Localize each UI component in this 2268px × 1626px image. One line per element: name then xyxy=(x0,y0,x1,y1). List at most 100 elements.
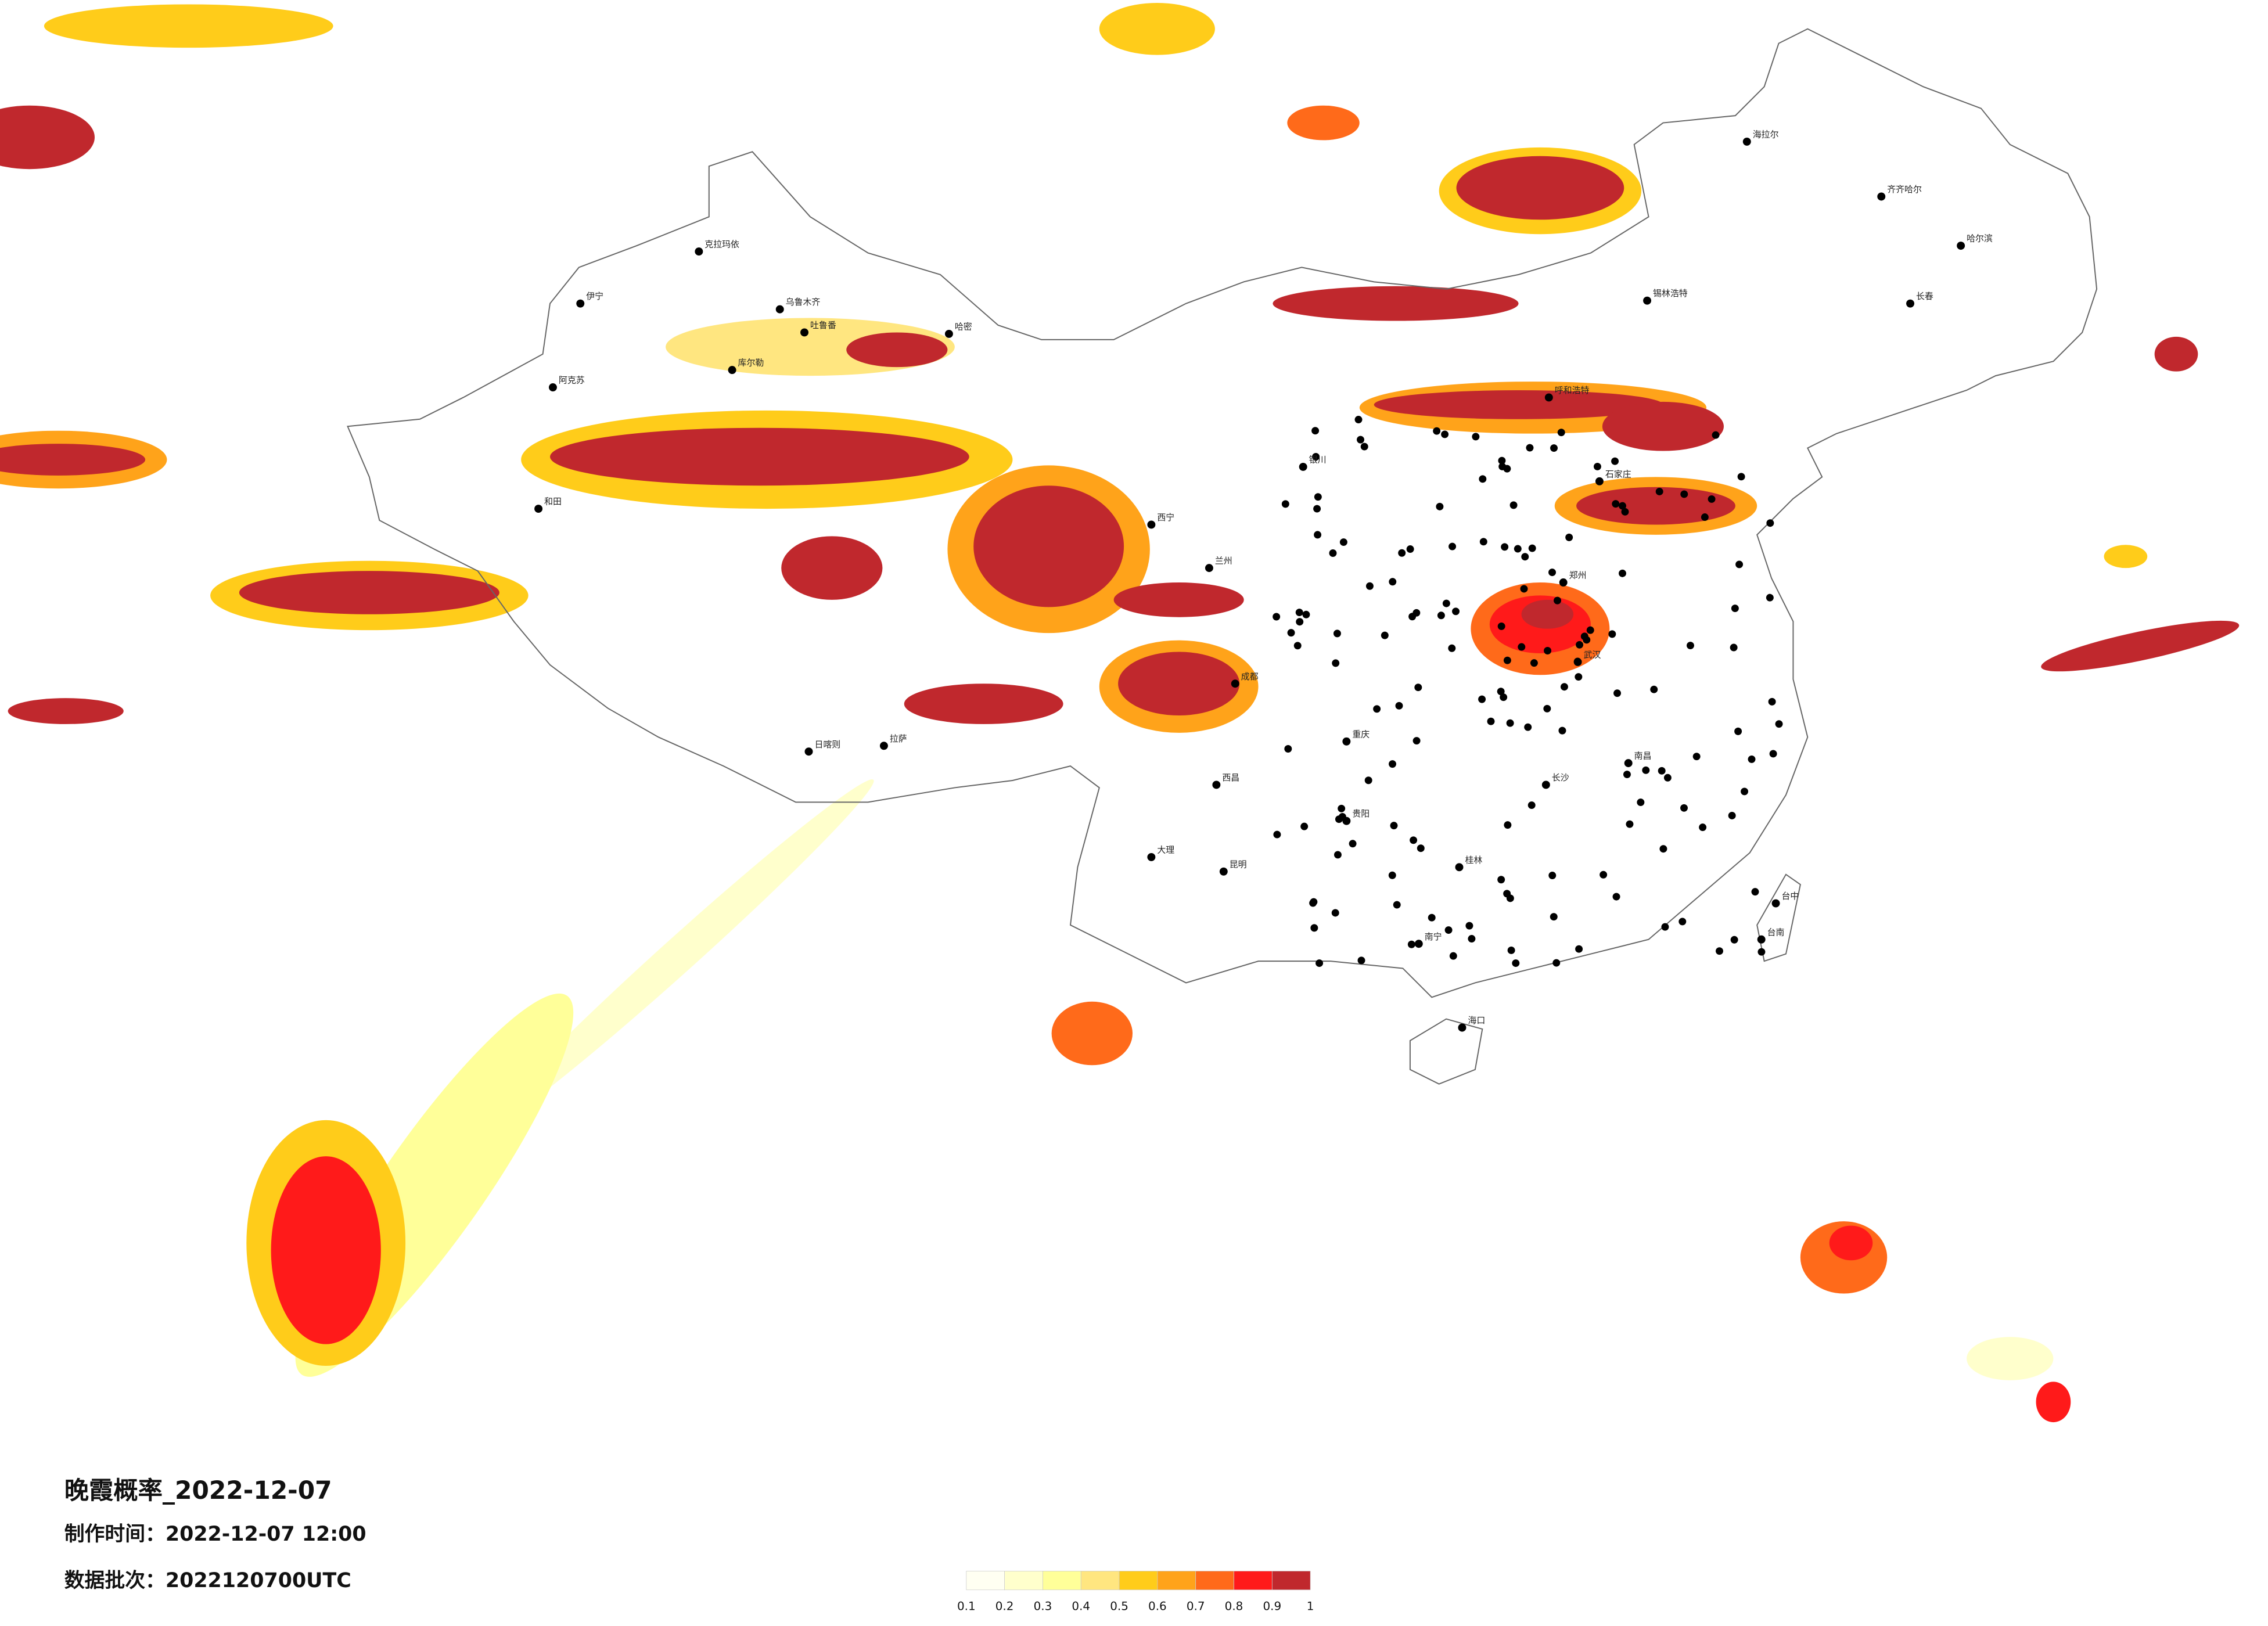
city-dot xyxy=(1373,705,1381,713)
city-dot xyxy=(1623,771,1631,779)
city-label: 重庆 xyxy=(1352,729,1370,739)
heat-area xyxy=(2104,545,2148,569)
map-title: 晚霞概率_2022-12-07 xyxy=(64,1476,332,1505)
city-dot xyxy=(1514,545,1522,553)
city-dot xyxy=(1608,630,1616,638)
legend-swatch xyxy=(1004,1571,1043,1591)
heat-area xyxy=(1374,390,1663,419)
city-dot xyxy=(1565,533,1573,541)
city-dot xyxy=(1498,462,1507,470)
city-label: 西昌 xyxy=(1222,772,1239,783)
city-label: 台中 xyxy=(1782,891,1799,901)
city-dot xyxy=(1273,830,1281,839)
city-dot xyxy=(1381,631,1389,639)
city-dot xyxy=(1393,901,1401,909)
heat-area xyxy=(1051,1001,1133,1066)
city-dot xyxy=(1212,780,1221,789)
city-dot xyxy=(1414,684,1422,692)
city-dot xyxy=(576,299,585,308)
city-dot xyxy=(1357,956,1365,965)
city-dot xyxy=(1728,812,1736,819)
city-dot xyxy=(1309,899,1317,907)
city-dot xyxy=(1449,952,1457,960)
city-dot xyxy=(1612,500,1620,508)
city-dot xyxy=(1663,774,1672,782)
city-dot xyxy=(1313,505,1321,513)
city-dot xyxy=(1472,433,1480,441)
city-dot xyxy=(1680,804,1688,812)
city-dot xyxy=(1751,888,1759,896)
city-dot xyxy=(1506,719,1514,727)
city-dot xyxy=(775,305,784,314)
city-dot xyxy=(1624,759,1633,768)
city-dot xyxy=(534,505,543,513)
production-time: 制作时间：2022-12-07 12:00 xyxy=(64,1523,366,1546)
legend-swatch xyxy=(1043,1571,1081,1591)
legend-tick-label: 0.3 xyxy=(1034,1600,1052,1613)
city-dot xyxy=(1524,723,1532,731)
heat-area xyxy=(1118,652,1240,715)
city-dot xyxy=(1559,578,1568,587)
heat-area xyxy=(1287,105,1360,141)
city-dot xyxy=(1512,959,1520,967)
city-label: 南昌 xyxy=(1634,751,1652,761)
city-dot xyxy=(804,747,813,756)
city-dot xyxy=(1680,490,1688,498)
city-label: 贵阳 xyxy=(1352,808,1370,819)
city-dot xyxy=(1500,693,1508,702)
city-dot xyxy=(1600,870,1608,879)
city-dot xyxy=(1205,564,1213,573)
city-label: 长沙 xyxy=(1552,772,1569,783)
city-label: 成都 xyxy=(1241,671,1259,682)
city-dot xyxy=(1296,618,1304,626)
city-dot xyxy=(1548,569,1557,577)
heat-area xyxy=(2154,336,2198,372)
city-dot xyxy=(1708,495,1716,503)
city-dot xyxy=(1339,538,1347,546)
city-dot xyxy=(1410,836,1418,844)
city-dot xyxy=(1541,780,1550,789)
heat-area xyxy=(2036,1382,2071,1423)
city-dot xyxy=(1448,644,1456,652)
city-label: 大理 xyxy=(1157,844,1174,855)
legend-swatch xyxy=(966,1571,1005,1591)
city-dot xyxy=(1458,1023,1467,1032)
city-dot xyxy=(1526,444,1534,452)
city-label: 库尔勒 xyxy=(738,358,764,368)
city-dot xyxy=(1678,918,1687,926)
city-dot xyxy=(1398,549,1406,557)
city-dot xyxy=(1659,845,1667,853)
heat-area xyxy=(1602,401,1724,451)
heat-area xyxy=(1521,599,1574,629)
city-dot xyxy=(1573,657,1582,666)
city-dot xyxy=(1906,299,1915,308)
legend-tick-label: 0.4 xyxy=(1072,1600,1090,1613)
city-label: 拉萨 xyxy=(890,733,907,744)
city-dot xyxy=(1501,543,1509,551)
city-dot xyxy=(1716,947,1723,955)
heat-area xyxy=(1576,487,1735,525)
city-label: 海口 xyxy=(1468,1015,1485,1026)
color-legend: 0.1 0.2 0.3 0.4 0.5 0.6 0.7 0.8 0.9 1 xyxy=(957,1571,1314,1613)
city-dot xyxy=(1748,755,1756,763)
heat-area xyxy=(1113,582,1244,617)
data-batch: 数据批次：2022120700UTC xyxy=(64,1569,351,1592)
city-dot xyxy=(1287,629,1295,637)
city-dot xyxy=(1147,852,1156,861)
legend-tick-label: 0.5 xyxy=(1110,1600,1128,1613)
city-dot xyxy=(1333,629,1341,638)
city-label: 海拉尔 xyxy=(1753,129,1779,139)
city-dot xyxy=(1437,611,1445,620)
city-dot xyxy=(728,366,736,375)
city-label: 锡林浩特 xyxy=(1653,288,1688,298)
heat-area xyxy=(1273,286,1519,321)
city-dot xyxy=(1557,429,1565,437)
city-dot xyxy=(1527,801,1536,810)
city-dot xyxy=(1877,192,1886,201)
city-dot xyxy=(1560,683,1568,691)
city-label: 乌鲁木齐 xyxy=(786,297,821,307)
city-dot xyxy=(1332,659,1340,667)
city-dot xyxy=(1498,456,1506,465)
city-dot xyxy=(1550,913,1558,921)
